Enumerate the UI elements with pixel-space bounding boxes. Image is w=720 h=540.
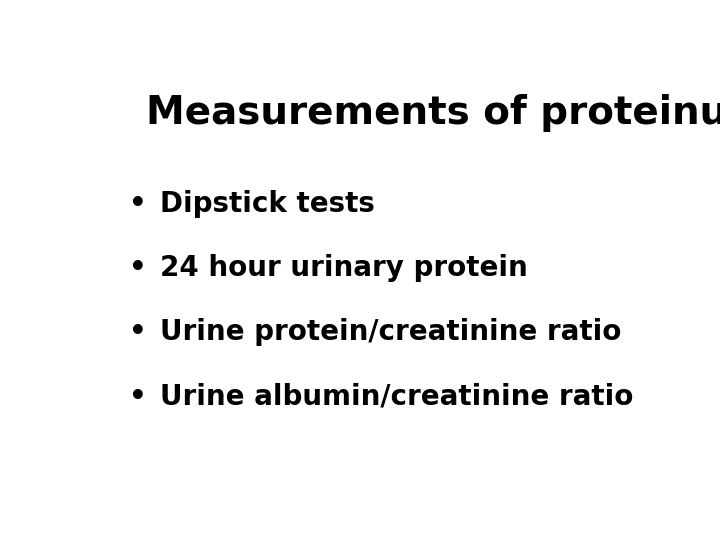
Text: •: • (129, 190, 147, 218)
Text: •: • (129, 383, 147, 411)
Text: Urine albumin/creatinine ratio: Urine albumin/creatinine ratio (160, 383, 633, 411)
Text: Urine protein/creatinine ratio: Urine protein/creatinine ratio (160, 319, 621, 347)
Text: •: • (129, 319, 147, 347)
Text: •: • (129, 254, 147, 282)
Text: Measurements of proteinuria: Measurements of proteinuria (145, 94, 720, 132)
Text: Dipstick tests: Dipstick tests (160, 190, 374, 218)
Text: 24 hour urinary protein: 24 hour urinary protein (160, 254, 528, 282)
